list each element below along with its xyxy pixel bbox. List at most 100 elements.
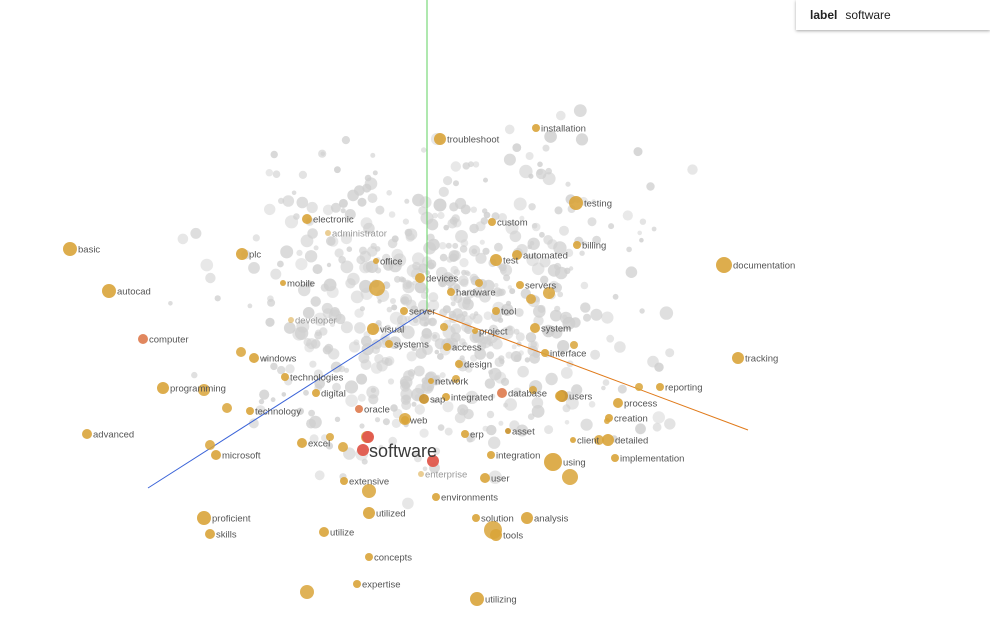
neighbor-point-project[interactable] [472,328,478,334]
neighbor-point-integrated[interactable] [442,393,450,401]
neighbor-point-unlabeled[interactable] [338,442,348,452]
neighbor-point-sap[interactable] [419,394,429,404]
neighbor-point-visual[interactable] [367,323,379,335]
neighbor-point-unlabeled[interactable] [198,384,210,396]
neighbor-point-reporting[interactable] [656,383,664,391]
neighbor-point-interface[interactable] [541,349,549,357]
neighbor-point-environments[interactable] [432,493,440,501]
neighbor-point-mobile[interactable] [280,280,286,286]
neighbor-point-server[interactable] [400,307,408,315]
neighbor-point-plc[interactable] [236,248,248,260]
focus-point[interactable] [357,444,369,456]
neighbor-point-digital[interactable] [312,389,320,397]
neighbor-point-devices[interactable] [415,273,425,283]
neighbor-point-unlabeled[interactable] [222,403,232,413]
neighbor-point-administrator[interactable] [325,230,331,236]
neighbor-point-using[interactable] [544,453,562,471]
neighbor-point-user[interactable] [480,473,490,483]
neighbor-point-erp[interactable] [461,430,469,438]
neighbor-point-unlabeled[interactable] [399,413,411,425]
neighbor-point-solution[interactable] [472,514,480,522]
neighbor-point-windows[interactable] [249,353,259,363]
neighbor-point-advanced[interactable] [82,429,92,439]
neighbor-point-implementation[interactable] [611,454,619,462]
neighbor-point-unlabeled[interactable] [555,391,565,401]
neighbor-point-unlabeled[interactable] [543,287,555,299]
neighbor-point-skills[interactable] [205,529,215,539]
neighbor-point-testing[interactable] [569,196,583,210]
neighbor-point-extensive[interactable] [340,477,348,485]
neighbor-point-unlabeled[interactable] [369,280,385,296]
background-point [400,293,413,306]
neighbor-point-autocad[interactable] [102,284,116,298]
neighbor-point-expertise[interactable] [353,580,361,588]
neighbor-point-electronic[interactable] [302,214,312,224]
neighbor-point-unlabeled[interactable] [205,440,215,450]
neighbor-point-enterprise[interactable] [418,471,424,477]
neighbor-point-programming[interactable] [157,382,169,394]
background-point [524,357,531,363]
neighbor-point-troubleshoot[interactable] [434,133,446,145]
neighbor-point-office[interactable] [373,258,379,264]
neighbor-point-systems[interactable] [385,340,393,348]
neighbor-point-unlabeled[interactable] [526,294,536,304]
neighbor-point-unlabeled[interactable] [475,279,483,287]
neighbor-point-documentation[interactable] [716,257,732,273]
neighbor-point-network[interactable] [428,378,434,384]
neighbor-point-microsoft[interactable] [211,450,221,460]
neighbor-point-tool[interactable] [492,307,500,315]
neighbor-point-proficient[interactable] [197,511,211,525]
neighbor-point-integration[interactable] [487,451,495,459]
neighbor-point-analysis[interactable] [521,512,533,524]
focus-point[interactable] [362,431,374,443]
neighbor-point-oracle[interactable] [355,405,363,413]
neighbor-point-test[interactable] [490,254,502,266]
focus-point[interactable] [427,455,439,467]
background-point [400,277,407,283]
neighbor-point-concepts[interactable] [365,553,373,561]
neighbor-point-technologies[interactable] [281,373,289,381]
neighbor-point-automated[interactable] [512,250,522,260]
neighbor-point-utilize[interactable] [319,527,329,537]
background-point [300,234,314,248]
neighbor-point-technology[interactable] [246,407,254,415]
neighbor-point-detailed[interactable] [602,434,614,446]
neighbor-point-computer[interactable] [138,334,148,344]
neighbor-point-unlabeled[interactable] [570,341,578,349]
neighbor-point-unlabeled[interactable] [300,585,314,599]
neighbor-point-unlabeled[interactable] [529,386,537,394]
neighbor-point-unlabeled[interactable] [604,418,610,424]
neighbor-point-unlabeled[interactable] [236,347,246,357]
neighbor-point-servers[interactable] [516,281,524,289]
neighbor-point-unlabeled[interactable] [362,484,376,498]
neighbor-point-design[interactable] [455,360,463,368]
neighbor-point-hardware[interactable] [447,288,455,296]
neighbor-point-database[interactable] [497,388,507,398]
neighbor-point-excel[interactable] [297,438,307,448]
neighbor-point-unlabeled[interactable] [440,323,448,331]
neighbor-point-utilizing[interactable] [470,592,484,606]
neighbor-point-installation[interactable] [532,124,540,132]
neighbor-point-asset[interactable] [505,428,511,434]
background-point [357,197,367,207]
neighbor-point-unlabeled[interactable] [484,521,502,539]
background-point [359,423,365,429]
neighbor-point-unlabeled[interactable] [562,469,578,485]
neighbor-point-developer[interactable] [288,317,294,323]
neighbor-point-client[interactable] [570,437,576,443]
neighbor-point-unlabeled[interactable] [452,375,460,383]
neighbor-point-unlabeled[interactable] [635,383,643,391]
neighbor-point-billing[interactable] [573,241,581,249]
neighbor-point-utilized[interactable] [363,507,375,519]
neighbor-point-basic[interactable] [63,242,77,256]
neighbor-point-tracking[interactable] [732,352,744,364]
background-point [419,428,429,438]
background-point [462,290,467,296]
neighbor-point-custom[interactable] [488,218,496,226]
neighbor-point-unlabeled[interactable] [594,435,604,445]
neighbor-point-access[interactable] [443,343,451,351]
neighbor-point-process[interactable] [613,398,623,408]
neighbor-point-system[interactable] [530,323,540,333]
neighbor-point-unlabeled[interactable] [326,433,334,441]
